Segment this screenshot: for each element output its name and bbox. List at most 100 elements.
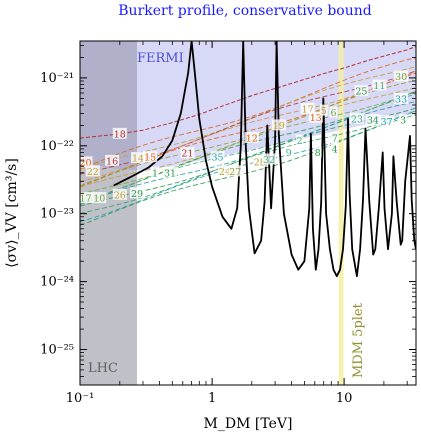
curve-label-bg-19: [271, 119, 286, 131]
curve-label-bg-35: [330, 132, 339, 144]
curve-label-10: 17: [79, 194, 91, 205]
curve-label-3: 16: [106, 156, 118, 167]
curve-label-16: 28: [254, 157, 266, 168]
curve-label-bg-4: [131, 152, 145, 164]
curve-label-18: 12: [246, 134, 258, 145]
curve-label-4: 14: [132, 154, 144, 165]
curve-label-bg-3: [105, 154, 120, 166]
curve-label-bg-23: [308, 111, 323, 123]
curve-label-1: 20: [79, 158, 91, 169]
curve-label-24: 5: [321, 106, 327, 117]
curve-label-bg-2: [85, 165, 100, 177]
curve-label-33: 3: [400, 116, 406, 127]
curve-label-2: 22: [87, 167, 99, 178]
curve-label-5: 15: [144, 153, 156, 164]
fermi-label: FERMI: [137, 51, 184, 66]
curve-label-0: 18: [114, 129, 126, 140]
curve-label-bg-21: [313, 146, 322, 158]
curve-label-28: 30: [395, 72, 407, 83]
y-tick-label-3: 10⁻²²: [40, 139, 74, 154]
curve-label-20: 9: [286, 148, 292, 159]
x-tick-label-2: 10: [336, 391, 353, 406]
curve-label-bg-22: [300, 102, 315, 114]
curve-label-13: 29: [131, 189, 143, 200]
curve-label-bg-15: [228, 165, 243, 177]
lhc-label: LHC: [88, 361, 118, 376]
curve-label-bg-32: [379, 115, 394, 127]
dashed-curve-1: [80, 66, 416, 171]
curve-label-bg-24: [319, 104, 328, 116]
curve-label-bg-7: [151, 166, 159, 178]
curve-label-21: 8: [315, 148, 321, 159]
curve-label-9: 35: [211, 152, 223, 163]
curve-label-26: 25: [355, 87, 367, 98]
curve-label-8: 31: [164, 168, 176, 179]
curve-label-32: 37: [381, 117, 393, 128]
curve-label-bg-5: [143, 151, 158, 163]
curve-label-bg-6: [180, 147, 195, 159]
curve-label-12: 26: [114, 190, 126, 201]
curve-label-bg-28: [394, 70, 409, 82]
dashed-curve-0: [80, 57, 416, 170]
curve-label-35: 7: [332, 134, 338, 145]
curve-label-17: 32: [263, 155, 275, 166]
curve-label-bg-25: [329, 106, 338, 118]
curve-label-31: 34: [367, 116, 379, 127]
curve-label-23: 13: [310, 113, 322, 124]
curve-label-29: 33: [395, 95, 407, 106]
curve-label-bg-34: [330, 142, 339, 154]
y-tick-label-2: 10⁻²³: [40, 207, 74, 222]
curve-label-bg-8: [163, 166, 177, 178]
axis-ticks: 10⁻¹ 1 10 10⁻²⁵ 10⁻²⁴ 10⁻²³ 10⁻²² 10⁻²¹: [40, 41, 416, 406]
dashed-curve-12: [80, 110, 416, 214]
curve-label-bg-11: [92, 192, 107, 204]
chart-title: Burkert profile, conservative bound: [118, 3, 371, 19]
curve-label-15: 27: [229, 167, 241, 178]
curve-label-bg-1: [80, 156, 93, 168]
black-bound-curve: [113, 41, 416, 278]
mdm-5plet-label: MDM 5plet: [351, 302, 366, 378]
curve-label-bg-33: [399, 114, 408, 125]
curve-label-bg-9: [210, 150, 225, 162]
curve-label-bg-0: [112, 127, 127, 139]
x-axis-label: M_DM [TeV]: [204, 416, 293, 432]
curve-label-bg-36: [295, 134, 304, 146]
fermi-excluded-region: [80, 41, 416, 170]
plot-frame: [79, 40, 417, 386]
curve-label-bg-16: [252, 155, 267, 167]
mdm-5plet-band: [338, 41, 344, 385]
curve-label-34: 4: [332, 144, 338, 155]
curve-label-11: 10: [93, 194, 105, 205]
curve-label-27: 11: [373, 81, 385, 92]
curve-label-14: 24: [219, 167, 231, 178]
y-axis-label: ⟨σv⟩_VV [cm³/s]: [4, 158, 20, 268]
curve-label-bg-12: [112, 188, 127, 200]
curve-label-7: 1: [152, 168, 158, 179]
curve-label-30: 23: [351, 114, 363, 125]
curve-label-25: 6: [330, 108, 336, 119]
x-tick-label-1: 1: [208, 391, 216, 406]
curve-label-bg-30: [349, 112, 364, 124]
curve-label-bg-10: [80, 192, 93, 204]
lhc-excluded-region-lower: [80, 170, 137, 385]
curve-label-bg-29: [394, 93, 409, 104]
curve-label-6: 21: [181, 149, 193, 160]
y-tick-label-4: 10⁻²¹: [40, 71, 74, 86]
curve-label-bg-17: [262, 153, 276, 165]
curve-label-36: 2: [297, 136, 303, 147]
curve-label-bg-18: [244, 132, 259, 144]
curve-label-bg-20: [284, 146, 293, 158]
y-tick-label-1: 10⁻²⁴: [40, 275, 74, 290]
curve-label-bg-26: [354, 85, 369, 97]
curve-label-bg-27: [372, 79, 387, 91]
curve-label-bg-13: [130, 187, 144, 199]
curve-label-bg-14: [217, 165, 232, 177]
y-tick-label-0: 10⁻²⁵: [40, 343, 74, 358]
curve-label-22: 17: [302, 104, 314, 115]
x-tick-label-0: 10⁻¹: [66, 391, 95, 406]
curve-label-19: 19: [273, 121, 285, 132]
curve-label-bg-31: [365, 114, 380, 125]
red-dashed-curve: [80, 46, 416, 139]
